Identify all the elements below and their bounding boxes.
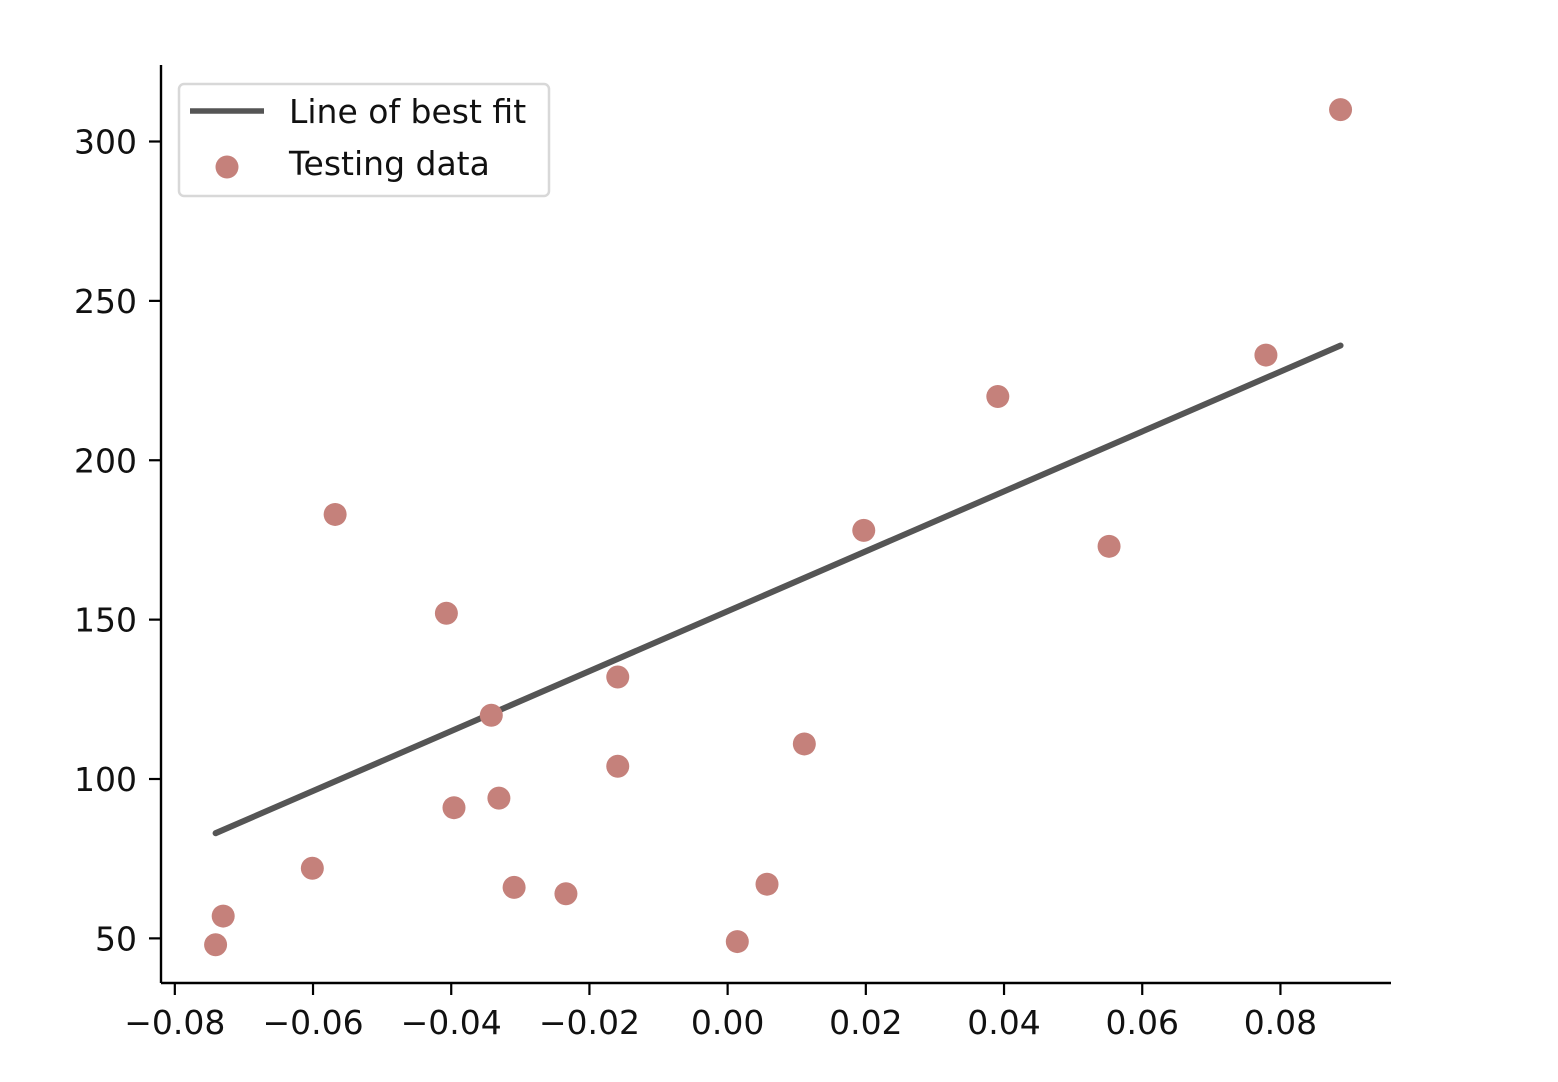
scatter-point: [852, 518, 876, 542]
y-tick-label: 50: [95, 919, 137, 958]
x-axis-ticks: −0.08 −0.06 −0.04 −0.02 0.00 0.02 0.04 0.06 0.08: [124, 983, 1317, 1042]
scatter-point: [606, 754, 630, 778]
axes: [159, 65, 1391, 985]
scatter-point: [792, 732, 816, 756]
legend: Line of best fit Testing data: [177, 82, 551, 198]
legend-label-line: Line of best fit: [289, 92, 526, 131]
legend-label-scatter: Testing data: [288, 144, 490, 183]
scatter-point: [1097, 534, 1121, 558]
plot-area: [204, 98, 1353, 957]
scatter-point: [479, 703, 503, 727]
scatter-point: [1254, 343, 1278, 367]
scatter-point: [554, 882, 578, 906]
x-tick-label: −0.04: [401, 1003, 502, 1042]
y-axis-ticks: 50 100 150 200 250 300: [74, 123, 161, 958]
x-tick-label: −0.06: [262, 1003, 363, 1042]
scatter-point: [487, 786, 511, 810]
scatter-point: [323, 502, 347, 526]
x-tick-label: 0.04: [967, 1003, 1040, 1042]
scatter-point: [755, 872, 779, 896]
scatter-point: [204, 933, 228, 957]
scatter-point: [725, 930, 749, 954]
legend-scatter-swatch: [215, 155, 239, 179]
y-tick-label: 250: [74, 282, 137, 321]
scatter-point: [211, 904, 235, 928]
y-tick-label: 150: [74, 601, 137, 640]
scatter-point: [442, 796, 466, 820]
y-tick-label: 100: [74, 760, 137, 799]
x-tick-label: 0.06: [1105, 1003, 1178, 1042]
legend-frame: [177, 82, 551, 198]
scatter-point: [606, 665, 630, 689]
x-tick-label: −0.02: [539, 1003, 640, 1042]
y-tick-label: 200: [74, 441, 137, 480]
scatter-point: [502, 875, 526, 899]
x-tick-label: 0.02: [829, 1003, 902, 1042]
x-tick-label: 0.00: [691, 1003, 764, 1042]
scatter-point: [986, 385, 1010, 408]
x-tick-label: −0.08: [124, 1003, 225, 1042]
scatter-point: [300, 856, 324, 880]
best-fit-line: [212, 342, 1344, 837]
x-tick-label: 0.08: [1244, 1003, 1317, 1042]
y-tick-label: 300: [74, 123, 137, 162]
scatter-point: [1329, 98, 1353, 122]
scatter-point: [434, 601, 458, 625]
